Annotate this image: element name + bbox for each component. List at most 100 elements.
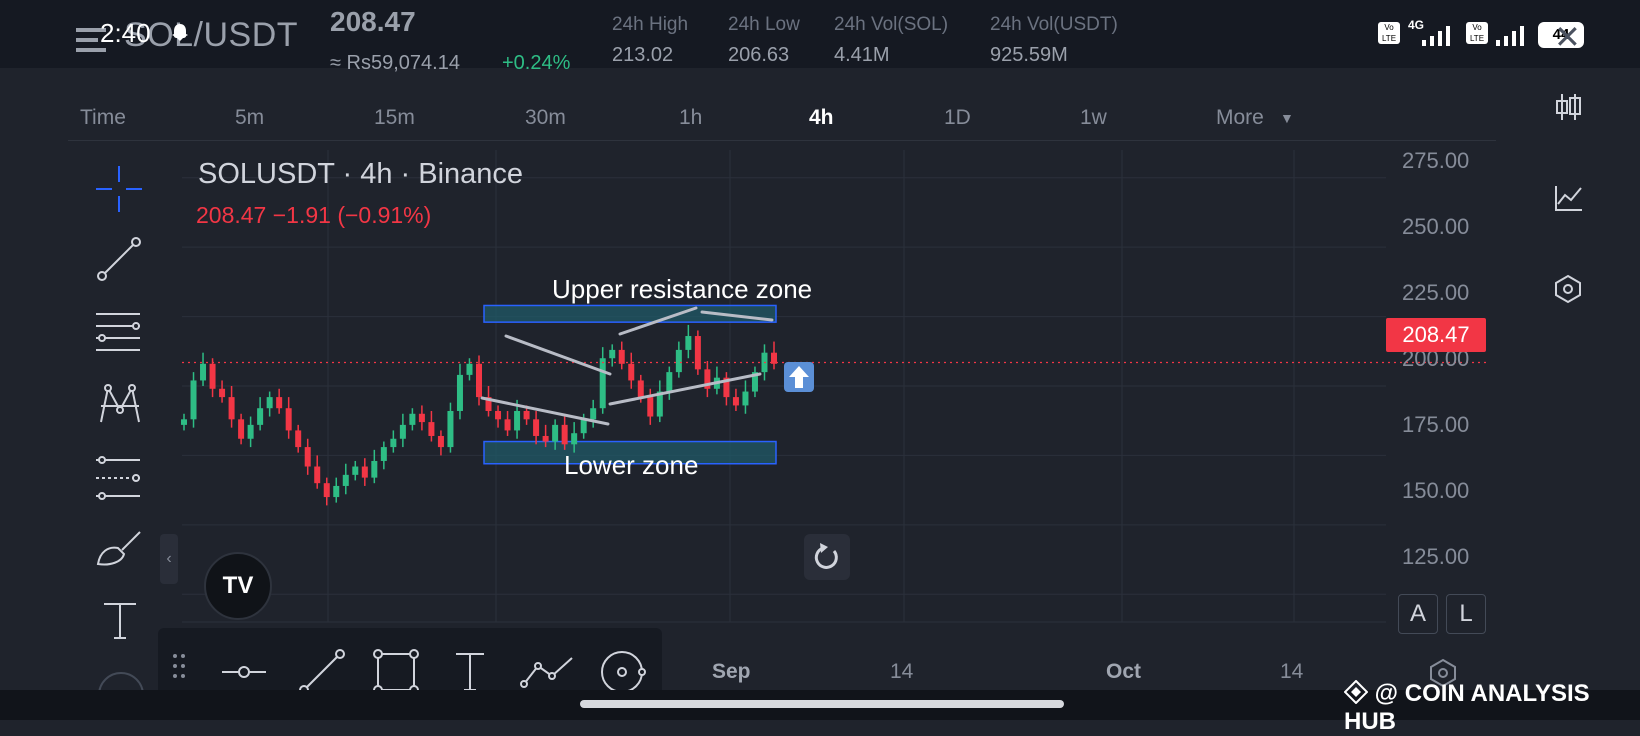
brush-icon[interactable]: [96, 528, 146, 573]
candle-body: [456, 374, 463, 411]
stat-label: 24h Vol(SOL): [834, 14, 949, 35]
chart-ohlc: 208.47 −1.91 (−0.91%): [196, 202, 432, 228]
tf-1h[interactable]: 1h: [679, 106, 703, 129]
prediction-icon[interactable]: [96, 456, 144, 505]
last-price: 208.47: [330, 6, 416, 37]
signal-icon: [1410, 22, 1460, 53]
candle-body: [685, 336, 692, 350]
trend-line: [618, 306, 698, 336]
candle-body: [323, 483, 330, 498]
tf-30m[interactable]: 30m: [525, 106, 566, 129]
reset-icon: [814, 543, 838, 569]
path-icon[interactable]: [520, 654, 576, 690]
candle-body: [675, 349, 682, 373]
pair-title[interactable]: SOL/USDT: [124, 16, 299, 54]
stat-value: 213.02: [612, 44, 674, 66]
x-axis-label: 14: [1280, 660, 1304, 683]
candle-body: [428, 422, 435, 436]
pattern-icon[interactable]: [96, 380, 144, 433]
auto-scale-button[interactable]: A: [1398, 594, 1438, 634]
tf-1d[interactable]: 1D: [944, 106, 971, 129]
last-price-tag: 208.47: [1386, 318, 1486, 352]
settings-icon[interactable]: [1554, 274, 1582, 309]
candle-body: [590, 408, 597, 420]
reset-chart-button[interactable]: [804, 534, 850, 580]
zone-box: [483, 440, 777, 465]
candle-body: [418, 413, 425, 423]
candle-body: [552, 424, 559, 442]
trend-line-icon[interactable]: [96, 236, 142, 287]
home-indicator[interactable]: [580, 700, 1064, 708]
watermark-text: @ COIN ANALYSIS HUB: [1344, 680, 1590, 735]
price-inr: ≈ Rs59,074.14: [330, 52, 460, 74]
tf-5m[interactable]: 5m: [235, 106, 265, 129]
log-scale-button[interactable]: L: [1446, 594, 1486, 634]
candle-body: [219, 388, 226, 398]
horizontal-ray-icon[interactable]: [222, 650, 266, 694]
candle-body: [561, 424, 568, 445]
candle-body: [409, 413, 416, 425]
candle-body: [247, 424, 254, 439]
menu-icon[interactable]: [76, 26, 106, 54]
volte-badge: Vo LTE: [1466, 22, 1488, 44]
close-icon[interactable]: ✕: [1554, 19, 1581, 55]
tf-15m[interactable]: 15m: [374, 106, 415, 129]
candle-body: [618, 349, 625, 364]
tf-more[interactable]: More: [1216, 106, 1264, 129]
candle-body: [637, 380, 644, 398]
y-axis-label: 250.00: [1402, 214, 1470, 239]
indicators-icon[interactable]: [1554, 184, 1584, 217]
candle-body: [704, 369, 711, 389]
battery-icon: 44: [1538, 22, 1584, 48]
candles-icon[interactable]: [1554, 92, 1582, 127]
zone-box: [483, 304, 777, 323]
stat-label: 24h Vol(USDT): [990, 14, 1118, 35]
chevron-down-icon[interactable]: ▼: [1280, 110, 1294, 126]
timeframe-bar: Time 5m 15m 30m 1h 4h 1D 1w More ▼: [68, 96, 1496, 141]
candle-body: [314, 466, 321, 484]
text-icon[interactable]: [100, 600, 140, 647]
tf-time[interactable]: Time: [80, 106, 126, 129]
candle-body: [580, 419, 587, 434]
chart-title: SOLUSDT · 4h · Binance: [198, 158, 524, 190]
price-chart[interactable]: [0, 0, 1640, 720]
candle-body: [200, 363, 207, 381]
candle-body: [342, 474, 349, 486]
fib-retracement-icon[interactable]: [96, 310, 144, 359]
stat-value: 206.63: [728, 44, 790, 66]
watermark: @ COIN ANALYSIS HUB: [1343, 679, 1640, 736]
x-axis-label: 14: [890, 660, 914, 683]
candle-body: [399, 424, 406, 439]
signal-icon: [1494, 22, 1534, 53]
snapchat-icon: [168, 22, 192, 51]
ellipse-icon[interactable]: [598, 648, 648, 696]
candle-body: [504, 419, 511, 431]
tradingview-logo[interactable]: TV: [204, 552, 272, 620]
candle-body: [647, 397, 654, 417]
candle-body: [380, 447, 387, 461]
crosshair-icon[interactable]: [96, 166, 142, 217]
text-icon[interactable]: [452, 650, 488, 694]
candle-body: [352, 466, 359, 475]
trend-line: [504, 334, 612, 376]
stat-value: 4.41M: [834, 44, 890, 66]
candle-body: [266, 397, 273, 409]
candle-body: [732, 397, 739, 406]
tf-4h[interactable]: 4h: [809, 106, 834, 129]
drag-handle-icon[interactable]: [172, 652, 186, 682]
candle-body: [257, 408, 264, 425]
candle-body: [371, 460, 378, 478]
x-axis-label: Oct: [1106, 660, 1142, 683]
candle-body: [771, 352, 777, 364]
price-change: +0.24%: [502, 52, 571, 74]
candle-body: [628, 363, 635, 381]
candle-body: [295, 430, 302, 448]
chart-settings-icon[interactable]: [1428, 658, 1458, 693]
collapse-toolbar-button[interactable]: ‹: [160, 534, 178, 584]
y-axis-label: 150.00: [1402, 478, 1470, 503]
tf-1w[interactable]: 1w: [1080, 106, 1107, 129]
candle-body: [209, 363, 216, 389]
volte-badge: Vo LTE: [1378, 22, 1400, 44]
rectangle-icon[interactable]: [372, 648, 420, 696]
trend-line-icon[interactable]: [298, 648, 346, 696]
